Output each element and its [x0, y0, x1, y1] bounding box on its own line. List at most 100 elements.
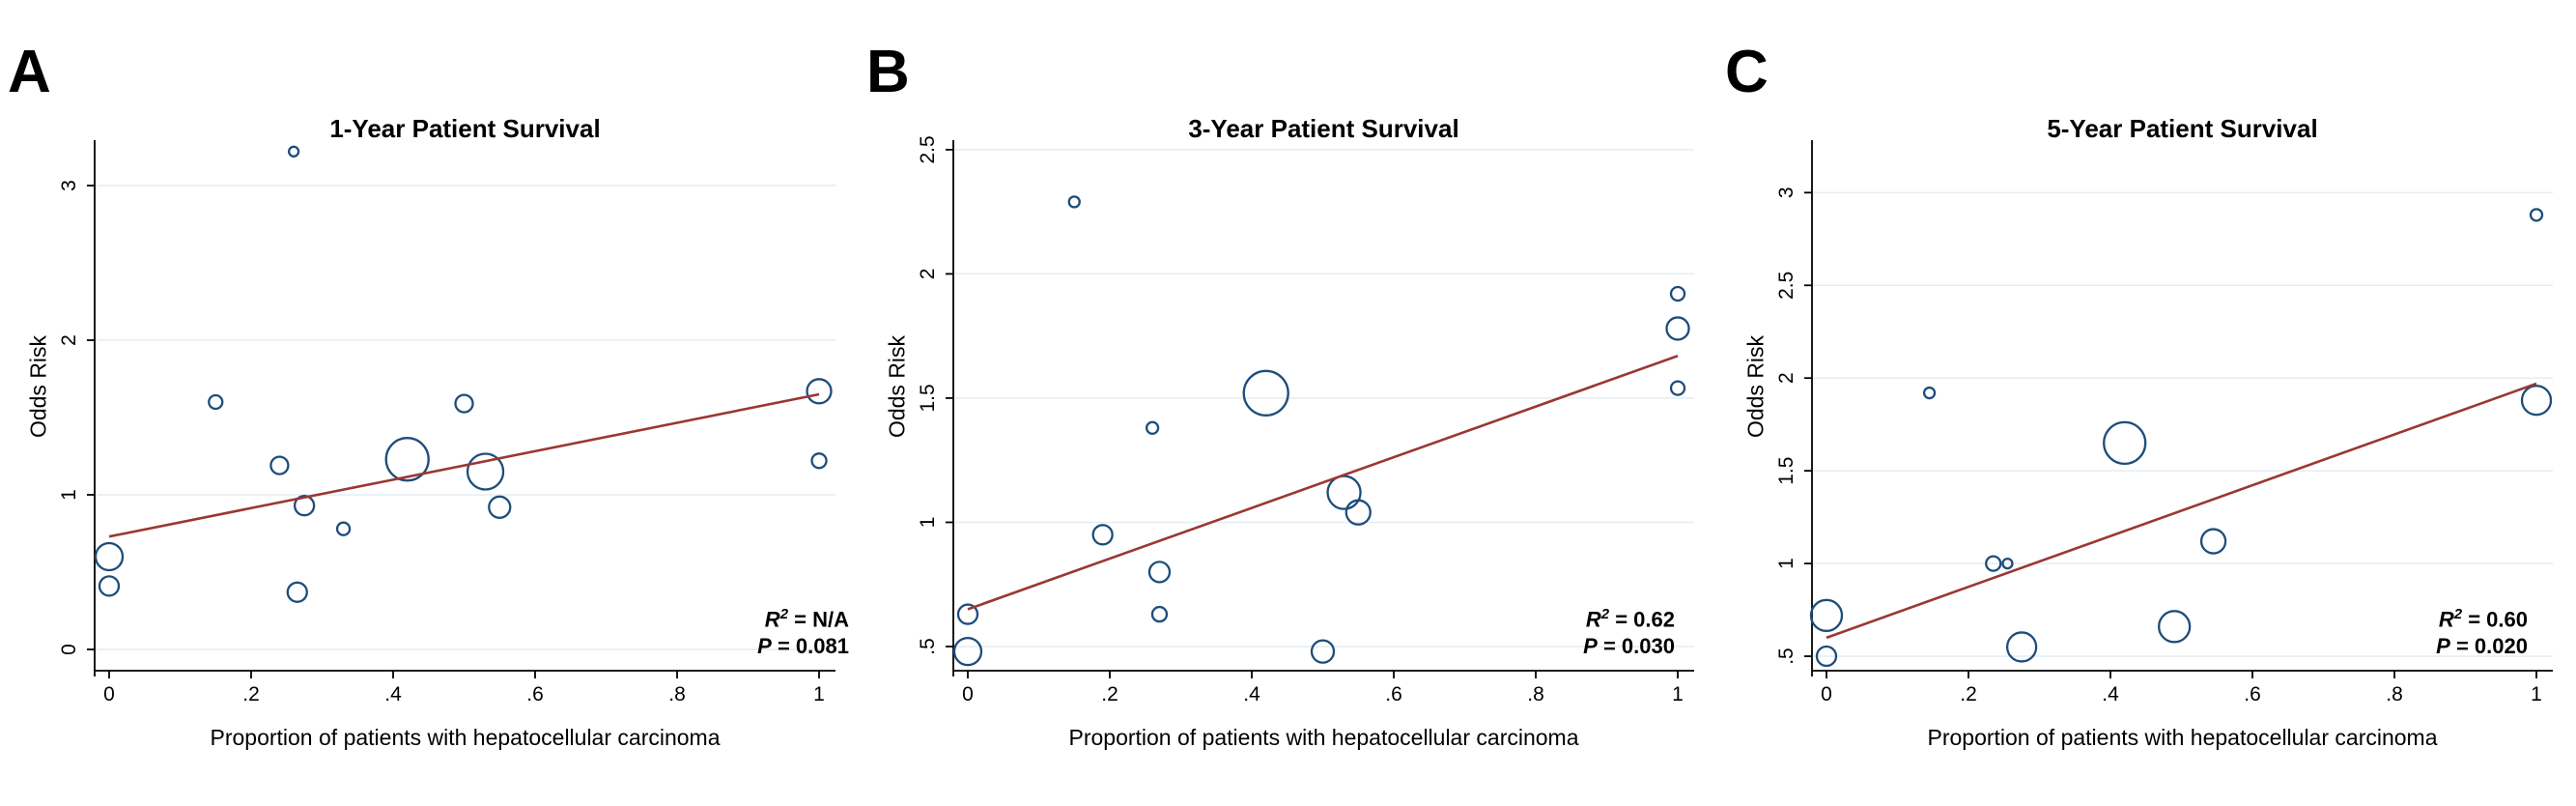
data-point-bubble: [1345, 499, 1372, 526]
data-point-bubble: [293, 495, 316, 517]
x-tick-label: .6: [1385, 683, 1402, 705]
data-point-bubble: [98, 575, 121, 597]
x-tick-label: .6: [2244, 683, 2261, 705]
data-point-bubble: [956, 603, 979, 625]
data-point-bubble: [1067, 195, 1081, 209]
data-point-bubble: [466, 452, 505, 491]
data-point-bubble: [94, 541, 125, 572]
data-point-bubble: [2158, 610, 2192, 644]
data-point-bubble: [335, 521, 352, 536]
y-tick-label: 1.5: [1775, 457, 1798, 485]
y-tick-label: 1: [58, 489, 80, 501]
panel-letter-a: A: [8, 39, 51, 105]
data-point-bubble: [2005, 631, 2038, 663]
x-tick-label: 0: [1821, 683, 1832, 705]
r-squared-line: R2 = N/A: [764, 606, 849, 632]
data-point-bubble: [810, 452, 828, 470]
data-point-bubble: [1147, 561, 1172, 584]
x-tick-label: .2: [242, 683, 260, 705]
x-axis-title-b: Proportion of patients with hepatocellul…: [1068, 725, 1579, 750]
data-point-bubble: [2199, 528, 2227, 555]
data-point-bubble: [806, 378, 833, 405]
data-point-bubble: [287, 145, 300, 158]
x-tick-label: .4: [384, 683, 402, 705]
chart-title-c: 5-Year Patient Survival: [2047, 114, 2318, 143]
data-point-bubble: [1922, 386, 1937, 400]
scatter-plot-a: 0 1 2 3 0 .2 .4 .6 .8 1: [58, 140, 835, 705]
trend-line: [967, 355, 1679, 611]
y-axis-title-a: Odds Risk: [25, 334, 51, 439]
y-tick-label: .5: [1775, 648, 1798, 665]
data-point-bubble: [454, 393, 474, 414]
panel-c: .5 1 1.5 2 2.5 3 0 .2 .4 .6 .8 1 C 5-Year Patient S…: [1717, 0, 2576, 806]
data-point-bubble: [1669, 380, 1686, 396]
x-tick-label: 1: [813, 683, 825, 705]
p-value-line: P = 0.020: [2436, 634, 2528, 659]
chart-title-b: 3-Year Patient Survival: [1188, 114, 1459, 143]
data-point-bubble: [2103, 420, 2147, 466]
y-axis-title-c: Odds Risk: [1742, 334, 1769, 439]
x-axis-title-c: Proportion of patients with hepatocellul…: [1927, 725, 2438, 750]
p-value-line: P = 0.030: [1583, 634, 1675, 659]
y-tick-label: 0: [58, 644, 80, 655]
trend-line: [108, 392, 820, 538]
data-point-bubble: [1091, 524, 1114, 546]
data-point-bubble: [1985, 555, 2002, 572]
data-point-bubble: [952, 636, 983, 667]
x-tick-label: .4: [1243, 683, 1260, 705]
x-tick-label: 1: [1672, 683, 1684, 705]
y-tick-label: 1: [917, 517, 939, 529]
data-point-bubble: [2001, 557, 2014, 570]
y-tick-label: 2.5: [1775, 272, 1798, 300]
data-point-bubble: [2520, 385, 2553, 417]
y-tick-label: 2: [917, 269, 939, 280]
x-tick-label: .8: [1527, 683, 1544, 705]
x-tick-label: 0: [962, 683, 974, 705]
y-tick-label: 2: [58, 334, 80, 346]
panel-letter-b: B: [866, 39, 910, 105]
stats-annotation-a: R2 = N/A P = 0.081: [757, 601, 849, 660]
data-point-bubble: [1815, 645, 1838, 668]
data-point-bubble: [2529, 208, 2544, 222]
data-point-bubble: [269, 455, 290, 475]
x-tick-label: .2: [1960, 683, 1977, 705]
y-tick-label: 3: [58, 180, 80, 191]
chart-title-a: 1-Year Patient Survival: [329, 114, 601, 143]
y-axis-title-b: Odds Risk: [884, 334, 910, 439]
x-tick-label: .2: [1101, 683, 1118, 705]
data-point-bubble: [488, 495, 512, 519]
data-point-bubble: [1145, 420, 1160, 435]
data-point-bubble: [1665, 316, 1690, 341]
x-tick-label: .8: [2386, 683, 2403, 705]
y-tick-label: .5: [917, 638, 939, 655]
r-squared-line: R2 = 0.60: [2438, 606, 2528, 632]
p-value-line: P = 0.081: [757, 634, 849, 659]
trend-line: [1826, 382, 2537, 640]
data-point-bubble: [208, 393, 224, 411]
y-tick-label: 2: [1775, 372, 1798, 384]
panel-a: 0 1 2 3 0 .2 .4 .6 .8 1 A 1-Year Patient Survival…: [0, 0, 859, 806]
x-tick-label: .6: [526, 683, 544, 705]
data-point-bubble: [1326, 475, 1362, 510]
panel-b: .5 1 1.5 2 2.5 0 .2 .4 .6 .8 1 B 3-Year Patient Su…: [859, 0, 1717, 806]
x-tick-label: .8: [668, 683, 686, 705]
scatter-plot-b: .5 1 1.5 2 2.5 0 .2 .4 .6 .8 1: [917, 135, 1694, 705]
data-point-bubble: [1150, 605, 1169, 623]
x-tick-label: 0: [103, 683, 115, 705]
y-tick-label: 1: [1775, 558, 1798, 569]
panel-letter-c: C: [1725, 39, 1769, 105]
y-tick-label: 3: [1775, 187, 1798, 198]
x-axis-title-a: Proportion of patients with hepatocellul…: [210, 725, 721, 750]
data-point-bubble: [1809, 598, 1844, 632]
stats-annotation-c: R2 = 0.60 P = 0.020: [2436, 601, 2528, 660]
y-tick-label: 1.5: [917, 384, 939, 412]
data-point-bubble: [1310, 639, 1336, 664]
data-point-bubble: [286, 581, 308, 603]
data-point-bubble: [1669, 285, 1686, 302]
r-squared-line: R2 = 0.62: [1585, 606, 1675, 632]
x-tick-label: .4: [2102, 683, 2119, 705]
data-point-bubble: [384, 437, 430, 482]
stats-annotation-b: R2 = 0.62 P = 0.030: [1583, 601, 1675, 660]
scatter-plot-c: .5 1 1.5 2 2.5 3 0 .2 .4 .6 .8 1: [1775, 140, 2553, 705]
